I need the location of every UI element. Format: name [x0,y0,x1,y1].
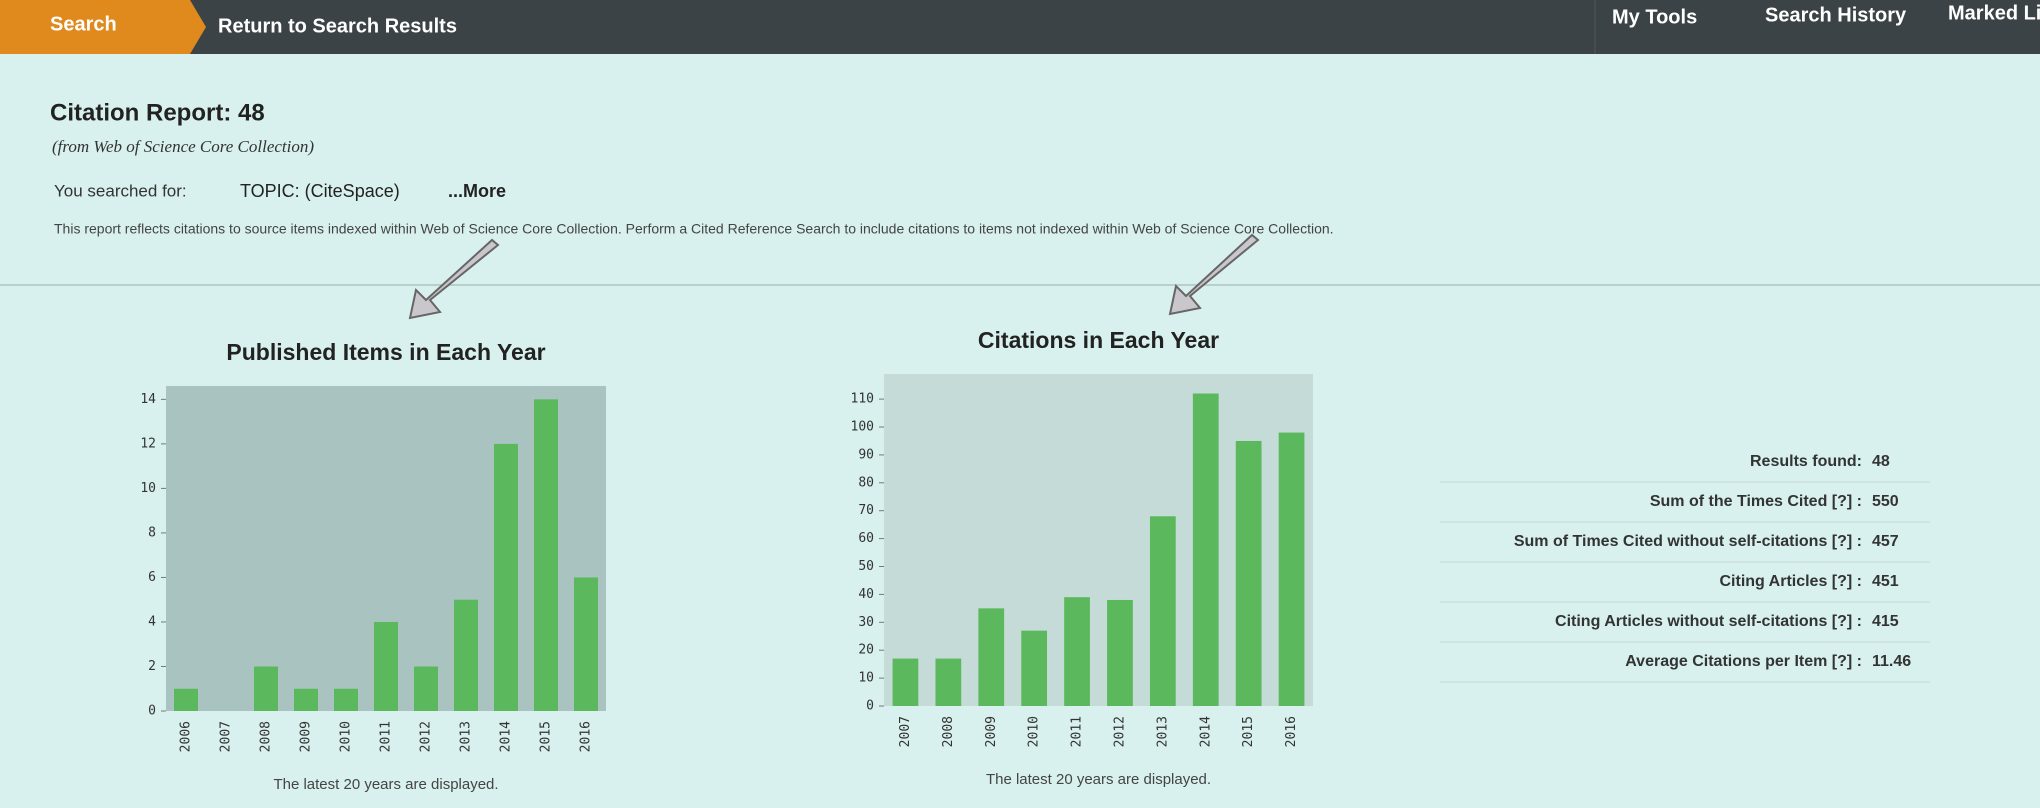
x-tick-label: 2007 [219,721,234,752]
x-tick-label: 2014 [1198,716,1213,747]
y-tick-label: 10 [858,671,874,686]
stat-label: Average Citations per Item [?] : [1625,653,1862,670]
chart-title: Published Items in Each Year [226,339,545,365]
x-tick-label: 2011 [379,721,394,752]
top-bar [0,0,2040,54]
y-tick-label: 0 [866,699,874,714]
arrow [1168,233,1260,316]
y-tick-label: 6 [148,570,156,585]
y-tick-label: 4 [148,614,156,629]
x-tick-label: 2016 [579,721,594,752]
bar [414,666,438,711]
y-tick-label: 0 [148,704,156,719]
x-tick-label: 2010 [339,721,354,752]
bar [174,688,198,711]
x-tick-label: 2012 [1112,716,1127,747]
stat-label: Citing Articles [?] : [1719,573,1862,590]
bar [978,608,1005,706]
y-tick-label: 14 [140,392,156,407]
chart-footer: The latest 20 years are displayed. [273,776,498,793]
more-link[interactable]: ...More [448,181,506,201]
bar [1149,516,1176,706]
report-source: (from Web of Science Core Collection) [52,137,314,156]
x-tick-label: 2010 [1027,716,1042,747]
stat-value: 457 [1872,533,1899,550]
y-tick-label: 10 [140,481,156,496]
bar [1107,599,1133,706]
stat-label: Citing Articles without self-citations [… [1555,613,1862,630]
return-link[interactable]: Return to Search Results [218,15,457,37]
chart-footer: The latest 20 years are displayed. [986,771,1211,788]
y-tick-label: 40 [858,587,874,602]
search-tab-label[interactable]: Search [50,13,117,35]
y-tick-label: 90 [858,447,874,462]
x-tick-label: 2009 [299,721,314,752]
stats-panel: Results found: 48 Sum of the Times Cited [… [1440,453,1930,683]
search-tab[interactable] [0,0,206,54]
stat-label: Results found: [1750,453,1862,470]
y-tick-label: 110 [851,392,874,407]
x-tick-label: 2008 [259,721,274,752]
y-tick-label: 30 [858,615,874,630]
bar [1064,597,1090,706]
marked-list[interactable]: Marked List [1948,2,2040,24]
bar [494,443,518,711]
bar [1278,432,1305,706]
bar [374,621,398,711]
y-tick-label: 12 [140,436,156,451]
stat-label: Sum of the Times Cited [?] : [1650,493,1862,510]
chart-title: Citations in Each Year [978,327,1219,353]
y-tick-label: 50 [858,559,874,574]
x-tick-label: 2015 [539,721,554,752]
y-tick-label: 70 [858,503,874,518]
search-history[interactable]: Search History [1765,4,1907,26]
report-note: This report reflects citations to source… [54,221,1334,237]
x-tick-label: 2006 [179,721,194,752]
my-tools[interactable]: My Tools [1612,6,1697,28]
bar [534,399,558,711]
bar [935,658,962,706]
x-tick-label: 2013 [459,721,474,752]
x-tick-label: 2011 [1070,716,1085,747]
query: TOPIC: (CiteSpace) [240,181,400,201]
y-tick-label: 80 [858,475,874,490]
report-title: Citation Report: 48 [50,99,265,126]
x-tick-label: 2013 [1155,716,1170,747]
x-tick-label: 2016 [1284,716,1299,747]
y-tick-label: 20 [858,643,874,658]
bar [334,688,358,711]
searched-label: You searched for: [54,181,187,200]
y-tick-label: 100 [851,420,874,435]
stat-value: 550 [1872,493,1899,510]
bar [574,577,598,711]
bar [1235,440,1262,706]
bar [254,666,278,711]
stat-label: Sum of Times Cited without self-citation… [1514,533,1862,550]
bar [454,599,478,711]
x-tick-label: 2014 [499,721,514,752]
arrow [408,238,500,320]
y-tick-label: 2 [148,659,156,674]
bar [892,658,919,706]
stat-value: 48 [1872,453,1890,470]
x-tick-label: 2009 [984,716,999,747]
bar [1021,630,1048,706]
x-tick-label: 2012 [419,721,434,752]
stat-value: 11.46 [1872,653,1911,670]
stat-value: 415 [1872,613,1899,630]
y-tick-label: 60 [858,531,874,546]
bar [294,688,318,711]
x-tick-label: 2008 [941,716,956,747]
x-tick-label: 2015 [1241,716,1256,747]
stat-value: 451 [1872,573,1899,590]
bar [1192,393,1219,706]
x-tick-label: 2007 [898,716,913,747]
y-tick-label: 8 [148,525,156,540]
